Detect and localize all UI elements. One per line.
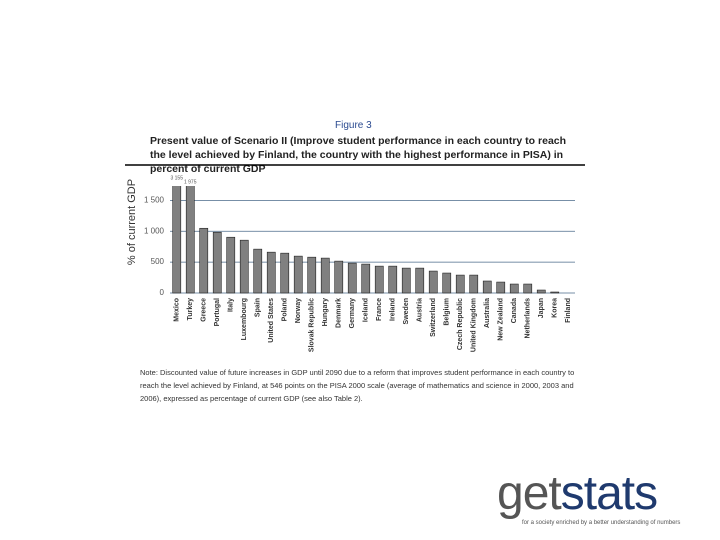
- x-tick-label: Denmark: [336, 298, 343, 328]
- x-tick-label: Greece: [201, 298, 208, 322]
- logo-tagline: for a society enriched by a better under…: [522, 520, 681, 526]
- y-axis-label: % of current GDP: [126, 179, 138, 265]
- x-tick-label: Canada: [511, 298, 518, 323]
- bar: [388, 265, 398, 294]
- x-tick-label: Spain: [255, 298, 262, 317]
- bar: [550, 291, 560, 294]
- bar: [172, 186, 182, 294]
- bar: [347, 262, 357, 294]
- x-tick-label: Ireland: [390, 298, 397, 321]
- bar: [293, 255, 303, 294]
- x-tick-label: Finland: [565, 298, 572, 323]
- bar: [536, 289, 546, 294]
- x-tick-label: Luxembourg: [241, 298, 248, 340]
- bar: [185, 186, 195, 294]
- x-tick-label: Slovak Republic: [309, 298, 316, 352]
- logo: getstats: [497, 467, 658, 520]
- x-tick-label: Mexico: [174, 298, 181, 322]
- bar: [280, 252, 290, 294]
- bar: [374, 265, 384, 294]
- bar: [212, 231, 222, 294]
- x-tick-label: France: [376, 298, 383, 321]
- bar: [239, 239, 249, 294]
- bar: [320, 257, 330, 294]
- x-tick-label: Korea: [552, 298, 559, 318]
- bar: [469, 274, 479, 294]
- x-tick-label: Switzerland: [430, 298, 437, 337]
- figure-label: Figure 3: [335, 120, 372, 131]
- x-tick-label: United States: [268, 298, 275, 343]
- y-tick-label: 500: [151, 257, 165, 266]
- x-tick-label: Japan: [538, 298, 545, 318]
- y-tick-label: 1 000: [144, 226, 165, 235]
- x-tick-label: Norway: [295, 298, 302, 323]
- bar: [455, 274, 465, 294]
- bar: [361, 263, 371, 294]
- bar: [442, 272, 452, 294]
- value-label: 3 155: [170, 175, 183, 181]
- bar: [496, 281, 506, 294]
- bar: [226, 236, 236, 294]
- x-tick-label: Turkey: [187, 298, 194, 321]
- x-tick-label: Germany: [349, 298, 356, 328]
- x-tick-label: Portugal: [214, 298, 221, 326]
- bar: [523, 283, 533, 294]
- bar: [428, 270, 438, 294]
- x-tick-label: Iceland: [363, 298, 370, 322]
- x-tick-label: New Zealand: [498, 298, 505, 341]
- note: Note: Discounted value of future increas…: [140, 368, 575, 403]
- x-tick-label: United Kingdom: [471, 298, 478, 352]
- y-tick-label: 0: [160, 288, 165, 297]
- x-tick-label: Czech Republic: [457, 298, 464, 350]
- bar: [509, 283, 519, 294]
- logo-stats: stats: [560, 467, 658, 520]
- x-tick-label: Poland: [282, 298, 289, 321]
- bar: [307, 256, 317, 294]
- bar: [253, 248, 263, 294]
- x-tick-label: Hungary: [322, 298, 329, 327]
- x-tick-label: Italy: [228, 298, 235, 312]
- x-tick-label: Sweden: [403, 298, 410, 324]
- bar: [482, 280, 492, 294]
- x-tick-label: Netherlands: [525, 298, 532, 339]
- y-tick-label: 1 500: [144, 195, 165, 204]
- bar: [401, 267, 411, 294]
- bar: [334, 260, 344, 294]
- x-tick-label: Australia: [484, 298, 491, 328]
- chart-title: Present value of Scenario II (Improve st…: [150, 135, 567, 175]
- bar: [199, 227, 209, 294]
- x-tick-label: Belgium: [444, 298, 451, 326]
- value-label: 1 975: [184, 179, 197, 185]
- x-tick-label: Austria: [417, 298, 424, 322]
- logo-get: get: [497, 467, 562, 520]
- bar: [266, 251, 276, 294]
- bar: [415, 267, 425, 294]
